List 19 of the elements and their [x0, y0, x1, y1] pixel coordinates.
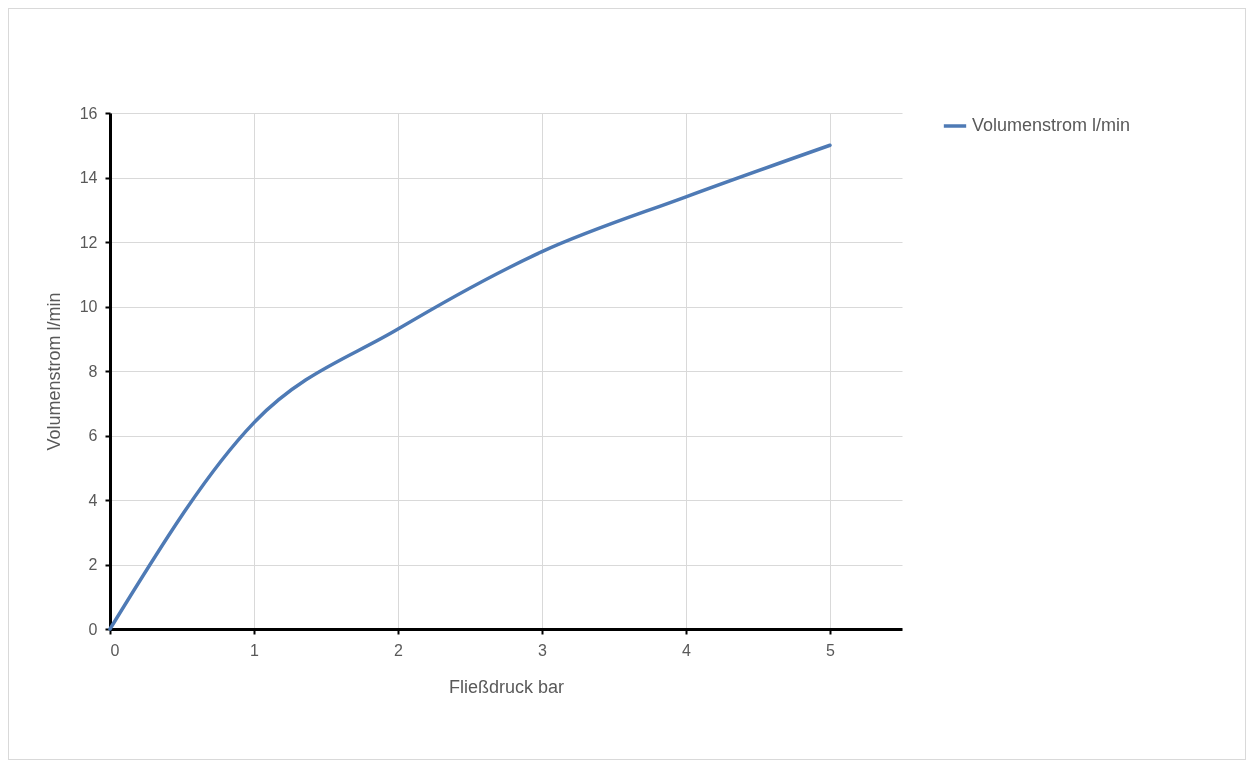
x-tick-label: 1 [250, 641, 260, 659]
legend-label: Volumenstrom l/min [972, 115, 1131, 135]
x-axis-title: Fließdruck bar [448, 676, 565, 697]
line-series [108, 143, 832, 631]
y-tick-label: 14 [79, 169, 98, 186]
x-tick-label: 3 [538, 641, 548, 659]
x-tick-label: 2 [394, 641, 404, 659]
y-tick-label: 16 [79, 104, 98, 122]
x-tick-label: 4 [682, 641, 692, 659]
y-tick-label: 0 [88, 620, 98, 638]
x-tick-label: 0 [110, 641, 120, 659]
y-axis-title: Volumenstrom l/min [43, 292, 64, 451]
x-tick-label: 5 [826, 641, 836, 659]
y-tick-label: 10 [79, 298, 98, 315]
y-tick-label: 12 [79, 233, 98, 251]
y-tick-label: 2 [88, 556, 98, 573]
y-tick-label: 8 [88, 362, 98, 380]
y-tick-label: 4 [88, 491, 98, 509]
y-tick-label: 6 [88, 427, 98, 444]
